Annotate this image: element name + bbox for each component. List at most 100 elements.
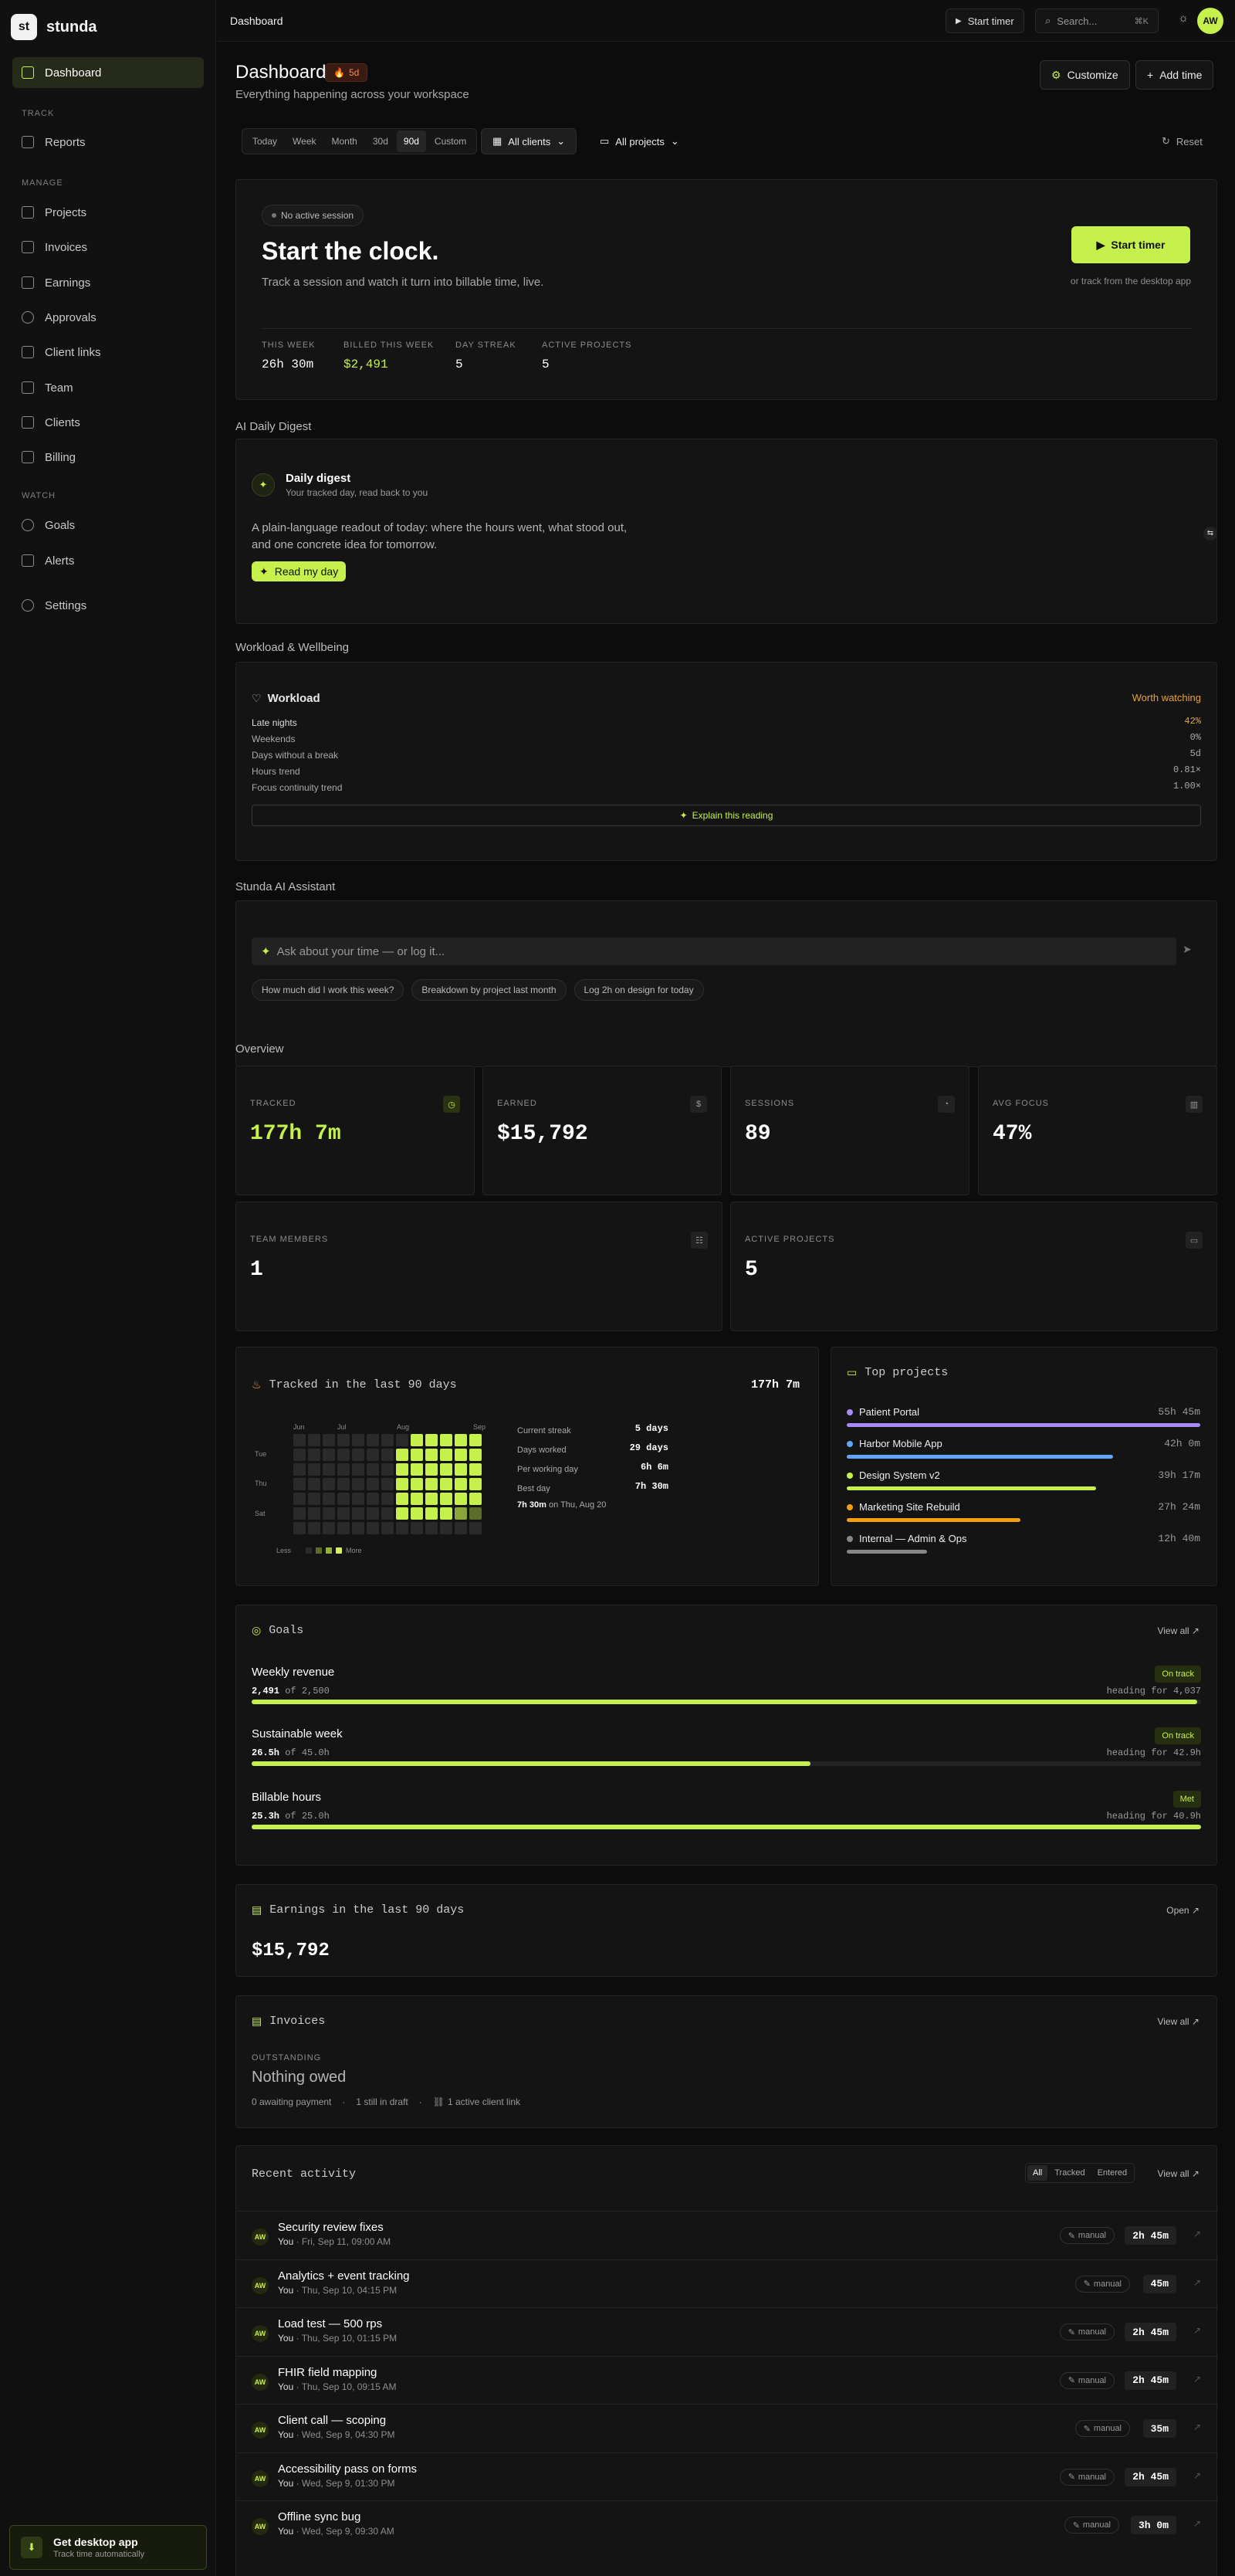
heatmap-cell (396, 1434, 408, 1446)
invoices-meta-item[interactable]: 1 active client link (448, 2096, 521, 2107)
activity-user: You (278, 2526, 294, 2537)
sidebar-item-label: Alerts (45, 554, 75, 568)
read-my-day-button[interactable]: ✦ Read my day (252, 561, 347, 581)
invoices-view-all-link[interactable]: View all ↗ (1157, 2016, 1199, 2027)
arrow-icon[interactable]: ↗ (1193, 2518, 1201, 2529)
hero-title: Start the clock. (262, 237, 439, 265)
arrow-icon[interactable]: ↗ (1193, 2469, 1201, 2481)
arrow-icon[interactable]: ↗ (1193, 2325, 1201, 2336)
earnings-open-link[interactable]: Open ↗ (1166, 1905, 1199, 1916)
section-title-workload: Workload & Wellbeing (235, 641, 350, 654)
theme-toggle-icon[interactable]: ☼ (1178, 12, 1189, 25)
range-90d[interactable]: 90d (396, 130, 426, 152)
section-title-assistant: Stunda AI Assistant (235, 880, 336, 893)
sidebar-item-billing[interactable]: Billing (12, 442, 204, 473)
sidebar-item-settings[interactable]: Settings (12, 590, 204, 621)
add-time-button[interactable]: + Add time (1135, 60, 1214, 90)
legend-less: Less (276, 1547, 292, 1554)
suggestion-chip[interactable]: Breakdown by project last month (411, 979, 567, 1001)
flame-icon: ♨ (252, 1378, 262, 1391)
customize-button[interactable]: ⚙ Customize (1040, 60, 1130, 90)
suggestion-chip[interactable]: How much did I work this week? (252, 979, 404, 1001)
desktop-app-promo[interactable]: ⬇ Get desktop app Track time automaticall… (9, 2525, 207, 2570)
logo[interactable]: st stunda (11, 14, 97, 40)
top-projects-title: Top projects (864, 1366, 949, 1379)
activity-meta: You · Wed, Sep 9, 01:30 PM (278, 2477, 395, 2489)
goal-name: Weekly revenue (252, 1666, 335, 1679)
heatmap-cell (469, 1493, 482, 1505)
arrow-icon[interactable]: ↗ (1193, 2422, 1201, 2432)
sidebar-item-clients[interactable]: Clients (12, 407, 204, 438)
flame-icon: 🔥 (333, 67, 345, 78)
suggestion-chip[interactable]: Log 2h on design for today (574, 979, 704, 1001)
project-name: Marketing Site Rebuild (859, 1501, 960, 1513)
activity-duration: 2h 45m (1125, 2226, 1176, 2245)
sidebar-item-earnings[interactable]: Earnings (12, 267, 204, 298)
workload-row-label: Focus continuity trend (252, 782, 343, 793)
activity-row[interactable]: AW FHIR field mapping You · Thu, Sep 10, 0… (236, 2355, 1218, 2404)
workload-row-label: Days without a break (252, 750, 339, 761)
chevron-down-icon: ⌄ (670, 135, 679, 147)
heatmap-cell (381, 1434, 394, 1446)
hero-stat-label: BILLED THIS WEEK (343, 341, 435, 350)
search-input[interactable]: ⌕ Search... ⌘K (1035, 8, 1159, 33)
avatar[interactable]: AW (1197, 8, 1223, 34)
sidebar-item-projects[interactable]: Projects (12, 197, 204, 228)
activity-row[interactable]: AW Load test — 500 rps You · Thu, Sep 10, … (236, 2307, 1218, 2355)
activity-row[interactable]: AW Accessibility pass on forms You · Wed, … (236, 2452, 1218, 2500)
explain-reading-button[interactable]: ✦ Explain this reading (252, 805, 1201, 826)
arrow-icon[interactable]: ↗ (1193, 2229, 1201, 2239)
sidebar-item-team[interactable]: Team (12, 372, 204, 403)
send-icon[interactable]: ➤ (1183, 943, 1192, 955)
heatmap-cell (293, 1507, 306, 1520)
tab-entered[interactable]: Entered (1097, 2168, 1128, 2178)
range-today[interactable]: Today (252, 136, 278, 147)
heatmap-title: Tracked in the last 90 days (269, 1378, 457, 1391)
hero-stat-label: DAY STREAK (455, 341, 516, 350)
heatmap-cell (455, 1522, 467, 1534)
sidebar-item-client-links[interactable]: Client links (12, 337, 204, 368)
sidebar-item-goals[interactable]: Goals (12, 510, 204, 541)
range-week[interactable]: Week (293, 136, 316, 147)
topbar-start-timer-button[interactable]: ▶ Start timer (946, 8, 1024, 33)
activity-title: Security review fixes (278, 2221, 384, 2234)
activity-view-all-link[interactable]: View all ↗ (1157, 2168, 1199, 2179)
goals-view-all-link[interactable]: View all ↗ (1157, 1625, 1199, 1636)
sidebar-item-invoices[interactable]: Invoices (12, 232, 204, 263)
activity-row[interactable]: AW Security review fixes You · Fri, Sep 11… (236, 2211, 1218, 2259)
range-month[interactable]: Month (331, 136, 357, 147)
activity-row[interactable]: AW Client call — scoping You · Wed, Sep 9,… (236, 2404, 1218, 2452)
activity-tag: ✎ manual (1059, 2227, 1115, 2244)
side-tool-icon[interactable]: ⇆ (1203, 527, 1217, 541)
clients-filter[interactable]: ▦ All clients ⌄ (481, 128, 577, 154)
assistant-card: ✦ Ask about your time — or log it... ➤ Ho… (235, 900, 1217, 1067)
hero-start-timer-button[interactable]: ▶ Start timer (1071, 226, 1190, 263)
tab-tracked[interactable]: Tracked (1054, 2168, 1085, 2178)
sidebar-item-dashboard[interactable]: Dashboard (12, 57, 204, 88)
activity-row[interactable]: AW Analytics + event tracking You · Thu, S… (236, 2259, 1218, 2307)
day-label: Thu (255, 1480, 267, 1487)
desktop-hint: or track from the desktop app (1070, 276, 1191, 286)
project-color-dot (847, 1409, 853, 1415)
assistant-input[interactable]: ✦ Ask about your time — or log it... (252, 937, 1176, 965)
activity-row[interactable]: AW Offline sync bug You · Wed, Sep 9, 09:3… (236, 2500, 1218, 2548)
arrow-icon[interactable]: ↗ (1193, 2373, 1201, 2384)
streak-badge: 🔥 5d (325, 63, 368, 82)
sidebar-item-alerts[interactable]: Alerts (12, 545, 204, 576)
sidebar-item-reports[interactable]: Reports (12, 127, 204, 158)
sparkle-icon: ✦ (261, 945, 271, 958)
heatmap-cell (411, 1493, 423, 1505)
heatmap-cell (411, 1449, 423, 1461)
arrow-icon[interactable]: ↗ (1193, 2276, 1201, 2288)
nav-group-track: TRACK (22, 109, 55, 118)
range-custom[interactable]: Custom (434, 136, 467, 147)
dollar-icon: $ (690, 1096, 707, 1113)
range-30d[interactable]: 30d (372, 136, 388, 147)
sidebar-item-approvals[interactable]: Approvals (12, 302, 204, 333)
reset-button[interactable]: ↻ Reset (1151, 128, 1213, 154)
month-label: Aug (397, 1423, 410, 1431)
tab-all[interactable]: All (1027, 2165, 1048, 2181)
heatmap-cell (293, 1434, 306, 1446)
goal-name: Billable hours (252, 1791, 322, 1804)
projects-filter[interactable]: ▭ All projects ⌄ (589, 128, 690, 154)
